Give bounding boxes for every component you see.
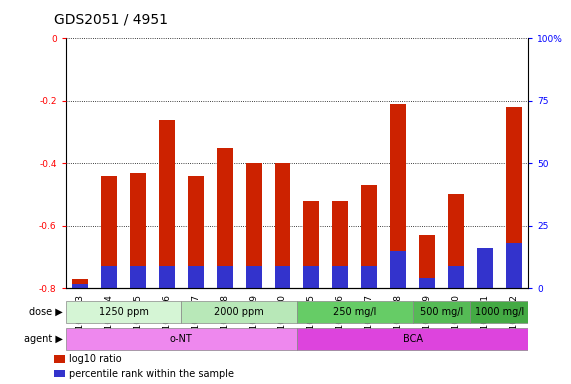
Bar xyxy=(101,176,117,288)
Bar xyxy=(297,301,412,323)
Bar xyxy=(303,200,319,288)
Text: percentile rank within the sample: percentile rank within the sample xyxy=(69,369,234,379)
Bar xyxy=(303,266,319,288)
Bar xyxy=(130,266,146,288)
Bar xyxy=(130,172,146,288)
Bar xyxy=(246,163,262,288)
Text: 500 mg/l: 500 mg/l xyxy=(420,307,463,317)
Bar xyxy=(332,200,348,288)
Bar xyxy=(361,266,377,288)
Bar xyxy=(217,266,232,288)
Bar xyxy=(361,185,377,288)
Bar xyxy=(182,301,297,323)
Bar xyxy=(390,104,406,288)
Bar xyxy=(72,284,88,288)
Bar xyxy=(188,266,204,288)
Text: o-NT: o-NT xyxy=(170,334,192,344)
Text: 1250 ppm: 1250 ppm xyxy=(99,307,148,317)
Text: GDS2051 / 4951: GDS2051 / 4951 xyxy=(54,13,168,27)
Bar xyxy=(246,266,262,288)
Bar xyxy=(506,243,522,288)
Text: 1000 mg/l: 1000 mg/l xyxy=(475,307,524,317)
Bar xyxy=(66,328,297,350)
Text: BCA: BCA xyxy=(403,334,423,344)
Bar xyxy=(448,194,464,288)
Bar xyxy=(188,176,204,288)
Text: agent ▶: agent ▶ xyxy=(24,334,63,344)
Bar xyxy=(506,107,522,288)
Bar xyxy=(159,119,175,288)
Text: log10 ratio: log10 ratio xyxy=(69,354,121,364)
Bar xyxy=(477,285,493,288)
Bar xyxy=(448,266,464,288)
Bar xyxy=(413,301,471,323)
Text: 2000 ppm: 2000 ppm xyxy=(214,307,264,317)
Text: 250 mg/l: 250 mg/l xyxy=(333,307,376,317)
Bar xyxy=(159,266,175,288)
Bar xyxy=(72,279,88,288)
Bar xyxy=(419,278,435,288)
Bar xyxy=(275,163,291,288)
Bar xyxy=(477,248,493,288)
Bar xyxy=(101,266,117,288)
Bar xyxy=(297,328,528,350)
Bar xyxy=(390,251,406,288)
Text: dose ▶: dose ▶ xyxy=(29,307,63,317)
Bar xyxy=(66,301,182,323)
Bar xyxy=(419,235,435,288)
Bar xyxy=(217,147,232,288)
Bar xyxy=(332,266,348,288)
Bar xyxy=(275,266,291,288)
Bar xyxy=(471,301,528,323)
